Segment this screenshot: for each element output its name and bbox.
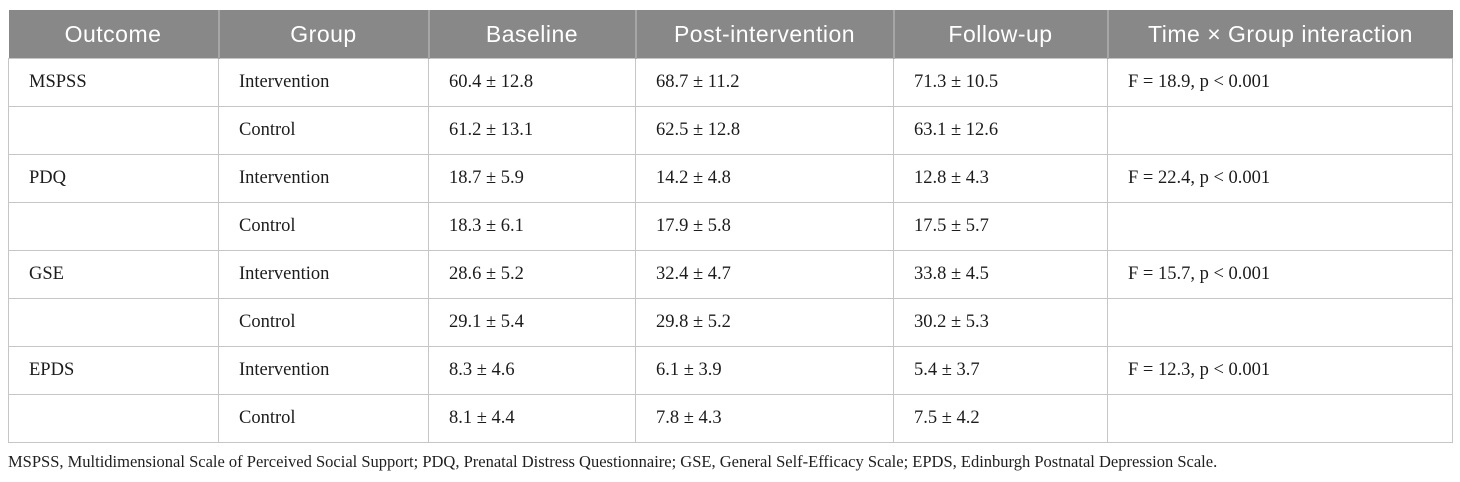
table-cell-followup: 17.5 ± 5.7 xyxy=(893,202,1108,251)
col-header-follow-up: Follow-up xyxy=(892,10,1108,59)
table-cell-baseline: 18.7 ± 5.9 xyxy=(428,154,636,203)
table-row: PDQ Intervention 18.7 ± 5.9 14.2 ± 4.8 12.8 … xyxy=(8,154,1453,203)
table-cell-baseline: 29.1 ± 5.4 xyxy=(428,298,636,347)
table-cell-interaction xyxy=(1107,298,1453,347)
table-cell-post: 6.1 ± 3.9 xyxy=(635,346,894,395)
table-cell-group: Control xyxy=(218,298,429,347)
table-cell-group: Intervention xyxy=(218,250,429,299)
table-cell-post: 17.9 ± 5.8 xyxy=(635,202,894,251)
table-row: EPDS Intervention 8.3 ± 4.6 6.1 ± 3.9 5.4 ± … xyxy=(8,346,1453,395)
table-cell-followup: 33.8 ± 4.5 xyxy=(893,250,1108,299)
table-cell-baseline: 18.3 ± 6.1 xyxy=(428,202,636,251)
table-cell-group: Control xyxy=(218,106,429,155)
table-cell-outcome: MSPSS xyxy=(8,58,219,107)
table-cell-group: Control xyxy=(218,202,429,251)
table-header-row: Outcome Group Baseline Post-intervention… xyxy=(8,10,1453,59)
table-cell-baseline: 28.6 ± 5.2 xyxy=(428,250,636,299)
table-cell-outcome xyxy=(8,106,219,155)
table-cell-outcome: PDQ xyxy=(8,154,219,203)
table-header: Outcome Group Baseline Post-intervention… xyxy=(8,10,1453,59)
col-header-post-intervention: Post-intervention xyxy=(634,10,894,59)
table-row: Control 61.2 ± 13.1 62.5 ± 12.8 63.1 ± 12.6 xyxy=(8,106,1453,155)
table-cell-followup: 63.1 ± 12.6 xyxy=(893,106,1108,155)
table-cell-post: 7.8 ± 4.3 xyxy=(635,394,894,443)
table-cell-interaction: F = 22.4, p < 0.001 xyxy=(1107,154,1453,203)
table-cell-outcome: EPDS xyxy=(8,346,219,395)
table-cell-interaction xyxy=(1107,106,1453,155)
table-cell-interaction xyxy=(1107,202,1453,251)
table-cell-followup: 30.2 ± 5.3 xyxy=(893,298,1108,347)
table-footnote: MSPSS, Multidimensional Scale of Perceiv… xyxy=(8,452,1218,471)
table-cell-interaction xyxy=(1107,394,1453,443)
table-cell-post: 29.8 ± 5.2 xyxy=(635,298,894,347)
table-cell-baseline: 8.3 ± 4.6 xyxy=(428,346,636,395)
table-row: Control 29.1 ± 5.4 29.8 ± 5.2 30.2 ± 5.3 xyxy=(8,298,1453,347)
table-cell-outcome: GSE xyxy=(8,250,219,299)
table-cell-outcome xyxy=(8,394,219,443)
results-table: Outcome Group Baseline Post-intervention… xyxy=(8,10,1453,443)
col-header-baseline: Baseline xyxy=(427,10,636,59)
table-body: MSPSS Intervention 60.4 ± 12.8 68.7 ± 11.2 7… xyxy=(8,58,1453,443)
table-cell-interaction: F = 18.9, p < 0.001 xyxy=(1107,58,1453,107)
table-cell-post: 32.4 ± 4.7 xyxy=(635,250,894,299)
table-cell-post: 68.7 ± 11.2 xyxy=(635,58,894,107)
table-cell-outcome xyxy=(8,202,219,251)
table-cell-post: 14.2 ± 4.8 xyxy=(635,154,894,203)
table-cell-group: Intervention xyxy=(218,58,429,107)
table-row: MSPSS Intervention 60.4 ± 12.8 68.7 ± 11.2 7… xyxy=(8,58,1453,107)
table-cell-interaction: F = 15.7, p < 0.001 xyxy=(1107,250,1453,299)
table-row: Control 8.1 ± 4.4 7.8 ± 4.3 7.5 ± 4.2 xyxy=(8,394,1453,443)
table-cell-group: Control xyxy=(218,394,429,443)
table-cell-outcome xyxy=(8,298,219,347)
col-header-outcome: Outcome xyxy=(8,10,219,59)
table-cell-baseline: 8.1 ± 4.4 xyxy=(428,394,636,443)
table-cell-baseline: 60.4 ± 12.8 xyxy=(428,58,636,107)
table-cell-group: Intervention xyxy=(218,154,429,203)
table-cell-baseline: 61.2 ± 13.1 xyxy=(428,106,636,155)
table-row: Control 18.3 ± 6.1 17.9 ± 5.8 17.5 ± 5.7 xyxy=(8,202,1453,251)
table-cell-followup: 7.5 ± 4.2 xyxy=(893,394,1108,443)
table-cell-group: Intervention xyxy=(218,346,429,395)
table-cell-followup: 12.8 ± 4.3 xyxy=(893,154,1108,203)
table-cell-interaction: F = 12.3, p < 0.001 xyxy=(1107,346,1453,395)
results-table-container: Outcome Group Baseline Post-intervention… xyxy=(8,10,1453,443)
table-cell-followup: 71.3 ± 10.5 xyxy=(893,58,1108,107)
col-header-group: Group xyxy=(217,10,429,59)
table-cell-post: 62.5 ± 12.8 xyxy=(635,106,894,155)
table-cell-followup: 5.4 ± 3.7 xyxy=(893,346,1108,395)
table-row: GSE Intervention 28.6 ± 5.2 32.4 ± 4.7 33.8 … xyxy=(8,250,1453,299)
col-header-time-group-interaction: Time × Group interaction xyxy=(1106,10,1453,59)
